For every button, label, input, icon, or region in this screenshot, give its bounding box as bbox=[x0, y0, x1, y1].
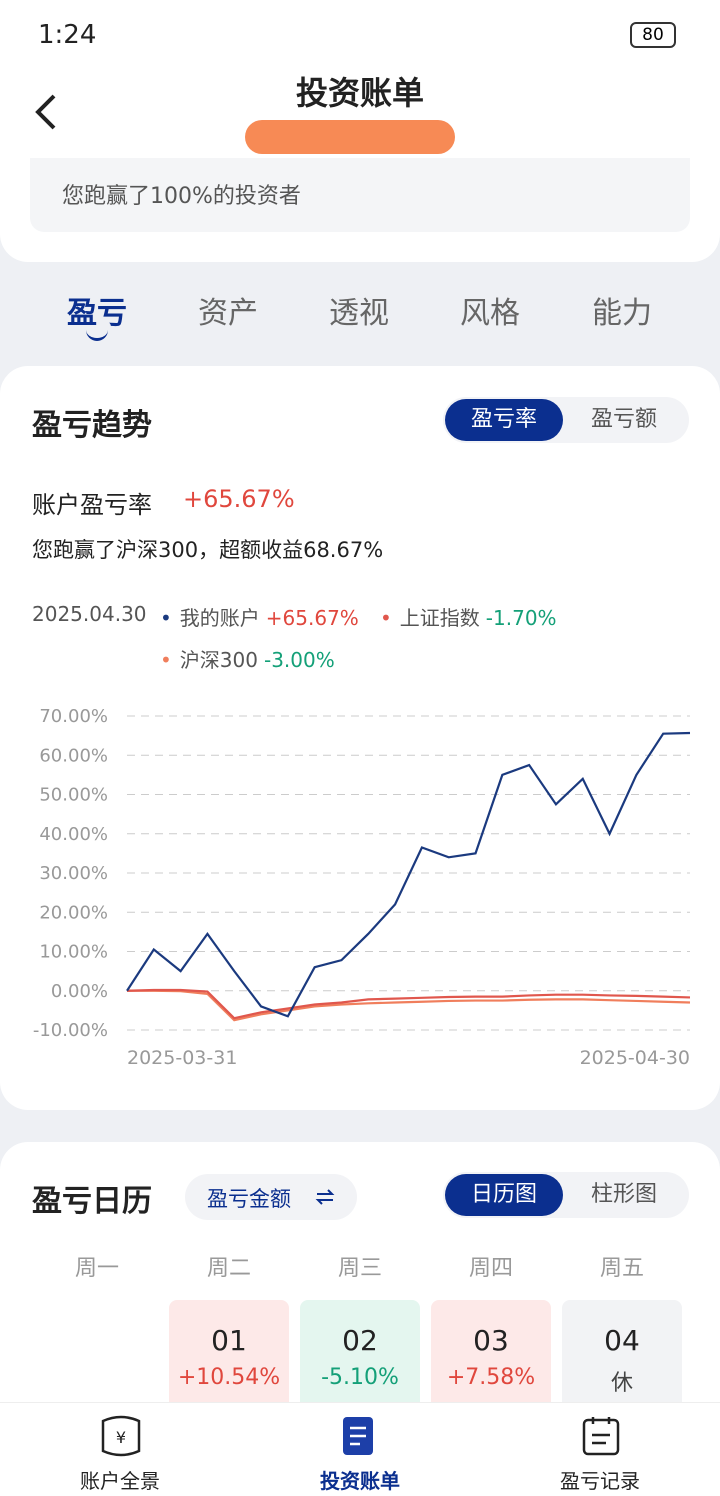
chart: -10.00% 0.00% 10.00% 20.00% 30.00% 40.00% 50.0… bbox=[33, 706, 691, 1069]
battery: 80 bbox=[630, 22, 676, 48]
day-cell[interactable]: 04 休 bbox=[562, 1300, 682, 1410]
weekday: 周五 bbox=[599, 1256, 644, 1281]
y-tick-label: 10.00% bbox=[39, 942, 108, 963]
nav-icon: ¥ bbox=[101, 1415, 141, 1457]
y-tick-label: 60.00% bbox=[39, 745, 108, 766]
toggle-option[interactable]: 日历图 bbox=[445, 1174, 563, 1216]
weekday: 周一 bbox=[74, 1256, 119, 1281]
legend-value: -3.00% bbox=[263, 648, 335, 672]
day-number: 03 bbox=[473, 1324, 509, 1357]
legend-item: • 上证指数 -1.70% bbox=[380, 602, 557, 631]
svg-text:¥: ¥ bbox=[116, 1428, 126, 1447]
y-tick-label: 50.00% bbox=[39, 785, 108, 806]
toggle: 日历图 柱形图 bbox=[443, 1172, 689, 1218]
y-tick-label: -10.00% bbox=[33, 1020, 108, 1041]
weekday: 周三 bbox=[337, 1256, 382, 1281]
series-line bbox=[126, 988, 691, 1020]
mode-button[interactable]: 盈亏金额 bbox=[185, 1174, 357, 1220]
legend-dot: • bbox=[160, 648, 172, 672]
day-number: 01 bbox=[211, 1324, 247, 1357]
nav-label[interactable]: 账户全景 bbox=[80, 1469, 160, 1493]
toggle-option[interactable]: 盈亏额 bbox=[590, 407, 657, 432]
toggle: 盈亏率 盈亏额 bbox=[443, 397, 689, 443]
summary-box bbox=[30, 158, 690, 232]
redaction bbox=[245, 120, 455, 154]
series-line bbox=[126, 731, 691, 1018]
page-title: 投资账单 bbox=[295, 74, 424, 112]
legend-name: 沪深300 bbox=[179, 648, 258, 672]
day-value: -5.10% bbox=[321, 1365, 399, 1390]
x-tick-label: 2025-03-31 bbox=[127, 1047, 237, 1069]
y-tick-label: 0.00% bbox=[51, 981, 108, 1002]
day-value: +7.58% bbox=[446, 1365, 536, 1390]
x-tick-label: 2025-04-30 bbox=[580, 1047, 690, 1069]
legend-dot: • bbox=[160, 606, 172, 630]
toggle-option[interactable]: 盈亏率 bbox=[445, 399, 563, 441]
bottom-nav: ¥ 账户全景 投资账单 盈亏记录 bbox=[0, 1402, 720, 1496]
day-cell[interactable]: 03 +7.58% bbox=[431, 1300, 551, 1410]
nav-icon bbox=[582, 1417, 620, 1456]
tab-indicator bbox=[86, 328, 108, 341]
tab[interactable]: 能力 bbox=[592, 296, 652, 331]
legend-value: -1.70% bbox=[485, 606, 557, 630]
tab[interactable]: 风格 bbox=[460, 296, 520, 331]
legend-name: 上证指数 bbox=[399, 606, 480, 630]
nav-icon bbox=[343, 1417, 373, 1455]
y-tick-label: 70.00% bbox=[39, 706, 108, 727]
tab[interactable]: 透视 bbox=[329, 296, 389, 331]
legend-name: 我的账户 bbox=[179, 606, 260, 630]
rate-label: 账户盈亏率 bbox=[32, 491, 152, 519]
day-cell[interactable]: 02 -5.10% bbox=[300, 1300, 420, 1410]
day-value: 休 bbox=[610, 1371, 633, 1396]
legend-value: +65.67% bbox=[265, 606, 359, 630]
legend-item: • 沪深300 -3.00% bbox=[160, 644, 335, 673]
day-number: 02 bbox=[342, 1324, 378, 1357]
trend-card bbox=[0, 366, 720, 1110]
legend-item: • 我的账户 +65.67% bbox=[160, 602, 359, 631]
toggle-option[interactable]: 柱形图 bbox=[590, 1182, 657, 1207]
card-title: 盈亏趋势 bbox=[32, 408, 152, 443]
series-line bbox=[127, 989, 691, 1022]
y-tick-label: 20.00% bbox=[39, 902, 108, 923]
swap-icon bbox=[315, 1189, 335, 1205]
day-number: 04 bbox=[604, 1324, 640, 1357]
weekday: 周二 bbox=[206, 1256, 251, 1281]
tab[interactable]: 盈亏 bbox=[67, 296, 127, 331]
summary-text: 您跑赢了100%的投资者 bbox=[62, 184, 301, 209]
legend-date: 2025.04.30 bbox=[32, 602, 147, 626]
y-tick-label: 30.00% bbox=[39, 863, 108, 884]
nav-label[interactable]: 盈亏记录 bbox=[560, 1469, 640, 1493]
nav-label[interactable]: 投资账单 bbox=[320, 1469, 400, 1493]
back-button[interactable] bbox=[30, 92, 60, 132]
y-tick-label: 40.00% bbox=[39, 824, 108, 845]
day-cell[interactable]: 01 +10.54% bbox=[169, 1300, 289, 1410]
time: 1:24 bbox=[38, 20, 97, 50]
weekday: 周四 bbox=[468, 1256, 513, 1281]
day-value: +10.54% bbox=[177, 1365, 281, 1390]
rate-value: +65.67% bbox=[183, 485, 295, 513]
mode-label: 盈亏金额 bbox=[207, 1187, 291, 1211]
calendar-title: 盈亏日历 bbox=[32, 1184, 152, 1219]
legend: 2025.04.30 • 我的账户 +65.67% • 上证指数 -1.70% • 沪深300… bbox=[32, 602, 692, 682]
note: 您跑赢了沪深300，超额收益68.67% bbox=[32, 538, 384, 562]
legend-dot: • bbox=[380, 606, 392, 630]
tab[interactable]: 资产 bbox=[198, 296, 258, 331]
